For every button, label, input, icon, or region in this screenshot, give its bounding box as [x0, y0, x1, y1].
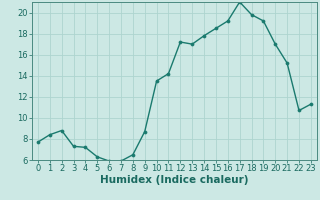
X-axis label: Humidex (Indice chaleur): Humidex (Indice chaleur) — [100, 175, 249, 185]
